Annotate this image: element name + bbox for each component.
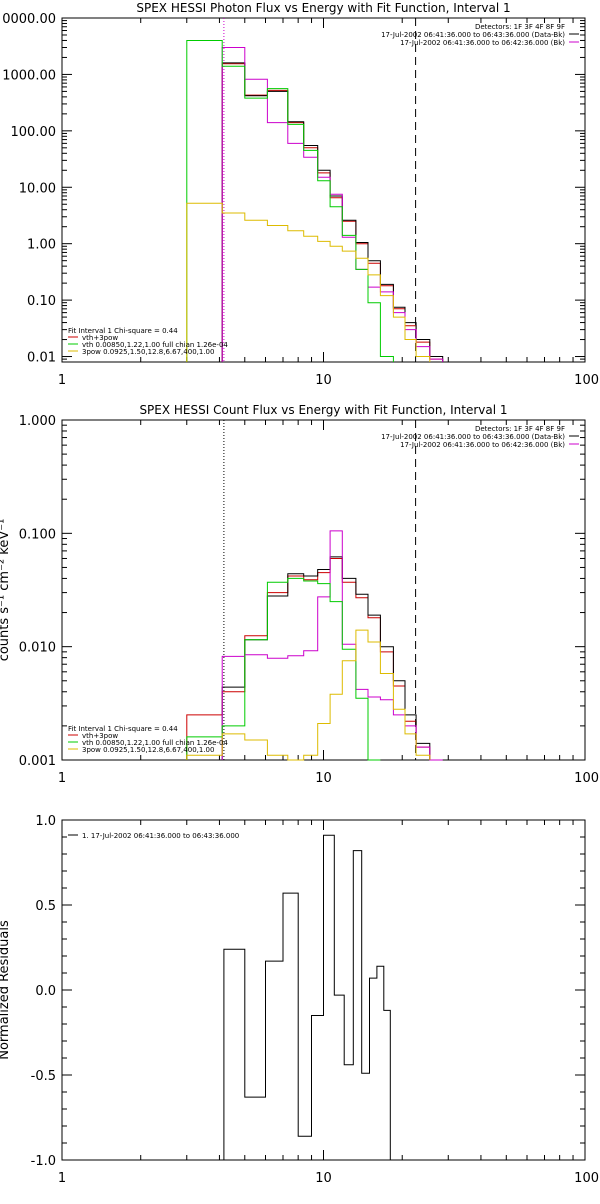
y-tick-label: 0000.00 — [2, 12, 56, 27]
legend-line: 3pow 0.0925,1.50,12.8,6.67,400,1.00 — [82, 348, 214, 356]
y-tick-label: 0.001 — [19, 754, 56, 769]
x-tick-label: 100 — [574, 373, 599, 388]
y-tick-label: -1.0 — [31, 1154, 56, 1169]
series-3pow-line — [186, 629, 431, 761]
x-tick-label: 10 — [315, 373, 332, 388]
header-line: 17-Jul-2002 06:41:36.000 to 06:43:36.000… — [381, 31, 565, 39]
y-tick-label: 100.00 — [11, 125, 57, 140]
legend-line: vth 0.00850,1.22,1.00 full chian 1.26e-0… — [82, 341, 228, 349]
y-tick-label: 10.00 — [19, 181, 56, 196]
x-tick-label: 100 — [574, 771, 599, 786]
y-tick-label: 0.100 — [19, 527, 56, 542]
y-tick-label: 0.10 — [27, 294, 56, 309]
y-tick-label: 1000.00 — [2, 68, 56, 83]
series-bk-line — [221, 530, 443, 761]
chart-title: SPEX HESSI Photon Flux vs Energy with Fi… — [136, 1, 510, 15]
legend-line: 3pow 0.0925,1.50,12.8,6.67,400,1.00 — [82, 746, 214, 754]
series-3pow-line — [186, 202, 431, 362]
series-vth-line — [186, 577, 381, 761]
series-data-bk-line — [221, 556, 443, 761]
header-line: Detectors: 1F 3F 4F 8F 9F — [475, 425, 565, 433]
residuals-line — [223, 834, 391, 1160]
header-line: 17-Jul-2002 06:41:36.000 to 06:42:36.000… — [400, 39, 565, 47]
y-tick-label: 0.0 — [35, 984, 56, 999]
x-tick-label: 1 — [58, 373, 66, 388]
series-vth-line — [186, 40, 394, 362]
series-data-bk-line — [221, 62, 444, 362]
legend-line: vth+3pow — [82, 334, 118, 342]
header-line: 17-Jul-2002 06:41:36.000 to 06:42:36.000… — [400, 441, 565, 449]
series-vth-3pow-line — [186, 558, 431, 760]
series-bk-line — [221, 47, 444, 362]
legend-line: 1. 17-Jul-2002 06:41:36.000 to 06:43:36.… — [82, 832, 239, 840]
y-tick-label: 0.01 — [27, 351, 56, 366]
y-tick-label: 0.5 — [35, 899, 56, 914]
plot-frame — [61, 17, 586, 363]
legend-line: Fit Interval 1 Chi-square = 0.44 — [68, 327, 178, 335]
x-tick-label: 1 — [58, 771, 66, 786]
y-axis-label: Normalized Residuals — [0, 920, 12, 1060]
series-vth-3pow-line — [221, 63, 444, 362]
y-tick-label: 1.00 — [27, 238, 56, 253]
header-line: 17-Jul-2002 06:41:36.000 to 06:43:36.000… — [381, 433, 565, 441]
y-tick-label: 1.000 — [19, 414, 56, 429]
header-line: Detectors: 1F 3F 4F 8F 9F — [475, 23, 565, 31]
y-tick-label: 1.0 — [35, 814, 56, 829]
x-tick-label: 10 — [315, 1171, 332, 1186]
legend-line: Fit Interval 1 Chi-square = 0.44 — [68, 725, 178, 733]
x-tick-label: 1 — [58, 1171, 66, 1186]
legend-line: vth 0.00850,1.22,1.00 full chian 1.26e-0… — [82, 739, 228, 747]
legend-line: vth+3pow — [82, 732, 118, 740]
x-tick-label: 100 — [574, 1171, 599, 1186]
x-tick-label: 10 — [315, 771, 332, 786]
chart-title: SPEX HESSI Count Flux vs Energy with Fit… — [139, 403, 507, 417]
y-tick-label: 0.010 — [19, 641, 56, 656]
y-axis-label: counts s⁻¹ cm⁻² keV⁻¹ — [0, 519, 12, 662]
y-tick-label: -0.5 — [31, 1069, 56, 1084]
plot-frame — [61, 419, 586, 761]
